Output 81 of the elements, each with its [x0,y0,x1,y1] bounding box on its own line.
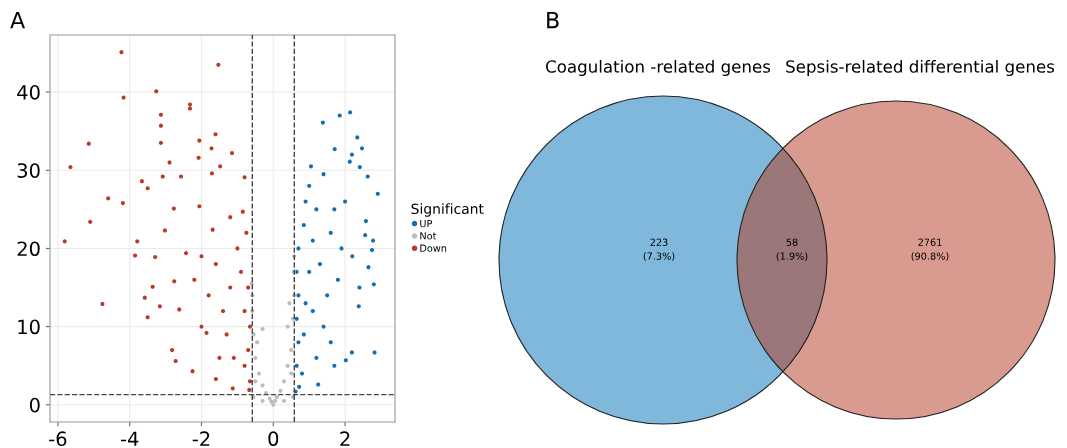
point [253,355,258,360]
point [289,347,294,353]
point [335,277,340,282]
point [347,159,352,164]
point [260,383,265,388]
legend-label: Down [420,244,447,252]
data-label: 58 (1.9%) [776,238,808,261]
point [332,147,337,152]
point [287,301,292,306]
data-label: 2761 (90.8%) [911,238,949,261]
point [332,363,337,368]
x-tick-label: 2 [340,431,350,446]
y-tick-label: 10 [18,319,40,335]
x-tick-label: 0 [268,431,279,447]
point [320,120,325,125]
point [350,254,355,259]
data-label: 223 (7.3%) [643,238,675,261]
y-tick-label: 30 [17,163,40,178]
point [310,238,315,243]
point [348,110,353,115]
point [256,371,262,376]
x-tick-label: -6 [49,431,67,447]
point [363,218,368,224]
point [356,304,361,309]
point [355,135,360,140]
point [371,282,376,287]
point [303,301,308,306]
legend-label: Not [420,232,437,240]
point [317,261,323,267]
point [294,363,299,368]
point [349,152,354,157]
point [337,113,342,118]
point [294,316,299,321]
point [328,340,333,345]
y-tick-label: 0 [29,397,40,413]
point [301,332,306,337]
point [371,238,376,243]
point [299,371,305,376]
point [359,146,365,151]
point [289,371,294,376]
y-tick-label: 20 [17,241,40,257]
point [357,165,362,170]
legend-label: UP [420,219,433,228]
point [260,398,265,403]
point [281,398,287,403]
legend-title: Significant [411,203,484,217]
point [281,379,287,384]
point [314,207,319,212]
point [308,164,314,169]
point [310,308,315,314]
point [314,355,319,360]
point [325,293,330,298]
point [366,265,371,270]
point [328,230,333,235]
point [274,394,279,400]
point [343,199,348,204]
point [255,340,260,345]
point [296,340,301,345]
point [332,207,337,212]
point [260,326,265,332]
point [321,172,326,177]
y-tick-label: 40 [17,85,40,100]
point [349,350,354,355]
x-tick-label: -2 [192,431,210,446]
point [285,363,290,368]
point [316,382,321,387]
point [363,233,368,238]
point [343,358,348,363]
x-tick-label: -4 [120,431,139,446]
text: Sepsis-related differential genes [786,59,1055,77]
point [375,191,380,196]
chart-title: A [10,11,26,29]
point [253,379,258,384]
point [339,246,344,251]
text: Coagulation -related genes [546,59,771,77]
point [307,183,312,188]
point [357,285,362,290]
point [297,384,302,389]
text: B [547,11,559,29]
point [307,269,312,274]
point [301,222,306,228]
